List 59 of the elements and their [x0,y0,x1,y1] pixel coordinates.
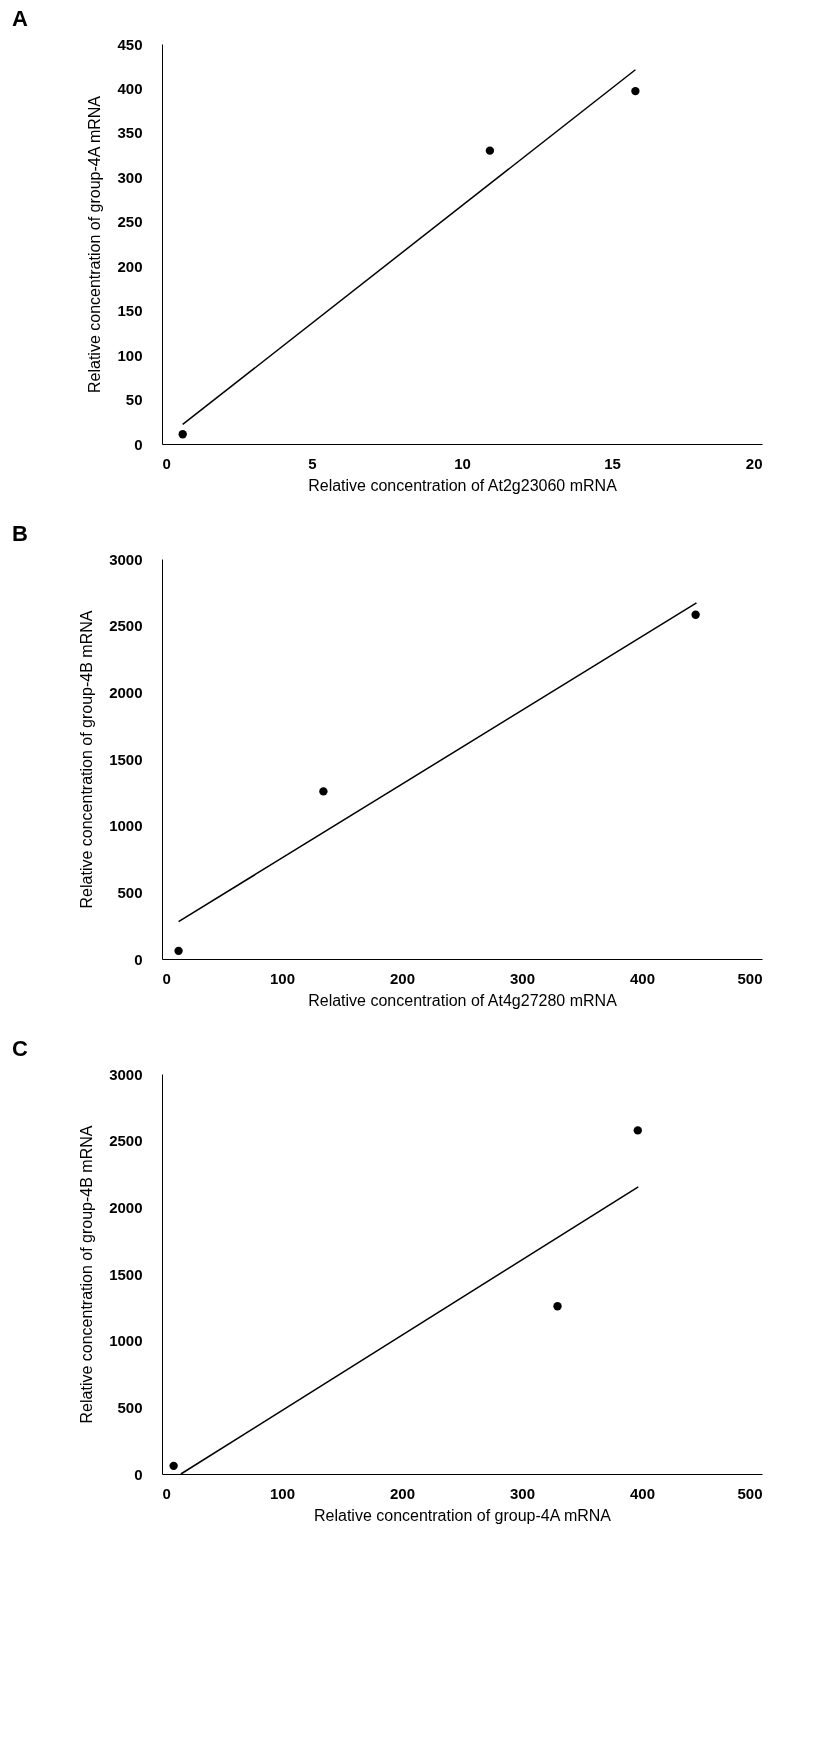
x-axis-title: Relative concentration of At2g23060 mRNA [308,476,618,494]
y-tick-label: 2500 [109,617,143,635]
text: B [12,521,28,546]
y-tick-label: 2000 [109,1198,143,1216]
y-tick-label: 300 [117,168,143,186]
x-tick-label: 5 [308,454,317,472]
y-tick-label: 0 [134,1465,143,1483]
text: C [12,1036,28,1061]
y-tick-label: 450 [117,35,143,53]
x-axis-title: Relative concentration of group-4A mRNA [313,1506,612,1524]
x-tick-label: 200 [389,1484,416,1502]
y-axis-title: Relative concentration of group-4B mRNA [78,1125,96,1424]
x-tick-label: 0 [162,1484,171,1502]
x-tick-label: 0 [162,969,171,987]
point [631,86,640,96]
y-tick-label: 3000 [109,550,143,568]
point [174,946,183,956]
point [485,146,495,155]
point [691,610,700,619]
x-axis-title: Relative concentration of At4g27280 mRNA [308,991,618,1009]
y-tick-label: 100 [117,346,143,364]
x-tick-label: 100 [269,969,296,987]
x-tick-label: 300 [509,969,536,987]
point [553,1302,562,1311]
x-tick-label: 15 [604,454,621,472]
y-tick-label: 3000 [109,1065,143,1083]
x-tick-label: 500 [737,969,763,987]
point [633,1126,642,1135]
y-tick-label: 200 [117,257,143,275]
y-tick-label: 0 [134,435,143,453]
y-tick-label: 250 [117,213,143,231]
y-tick-label: 1000 [109,1332,143,1350]
x-tick-label: 20 [745,454,763,472]
y-tick-label: 50 [125,391,143,409]
point [169,1461,178,1471]
y-axis-title: Relative concentration of group-4B mRNA [78,610,96,909]
point [319,787,328,796]
x-tick-label: 300 [509,1484,536,1502]
y-tick-label: 500 [117,883,143,901]
y-tick-label: 2000 [109,683,143,701]
y-axis-title: Relative concentration of group-4A mRNA [86,95,104,394]
y-tick-label: 2500 [109,1132,143,1150]
point [178,430,187,439]
y-tick-label: 1500 [109,750,143,768]
x-tick-label: 0 [162,454,171,472]
x-tick-label: 500 [737,1484,763,1502]
x-tick-label: 200 [389,969,416,987]
x-tick-label: 10 [454,454,471,472]
text: A [12,6,28,31]
y-tick-label: 0 [134,950,143,968]
y-tick-label: 1000 [109,817,143,835]
y-tick-label: 1500 [109,1265,143,1283]
x-tick-label: 400 [629,1484,656,1502]
x-tick-label: 100 [269,1484,296,1502]
x-tick-label: 400 [629,969,656,987]
y-tick-label: 150 [117,302,143,320]
y-tick-label: 400 [117,79,143,97]
y-tick-label: 350 [117,124,143,142]
y-tick-label: 500 [117,1398,143,1416]
